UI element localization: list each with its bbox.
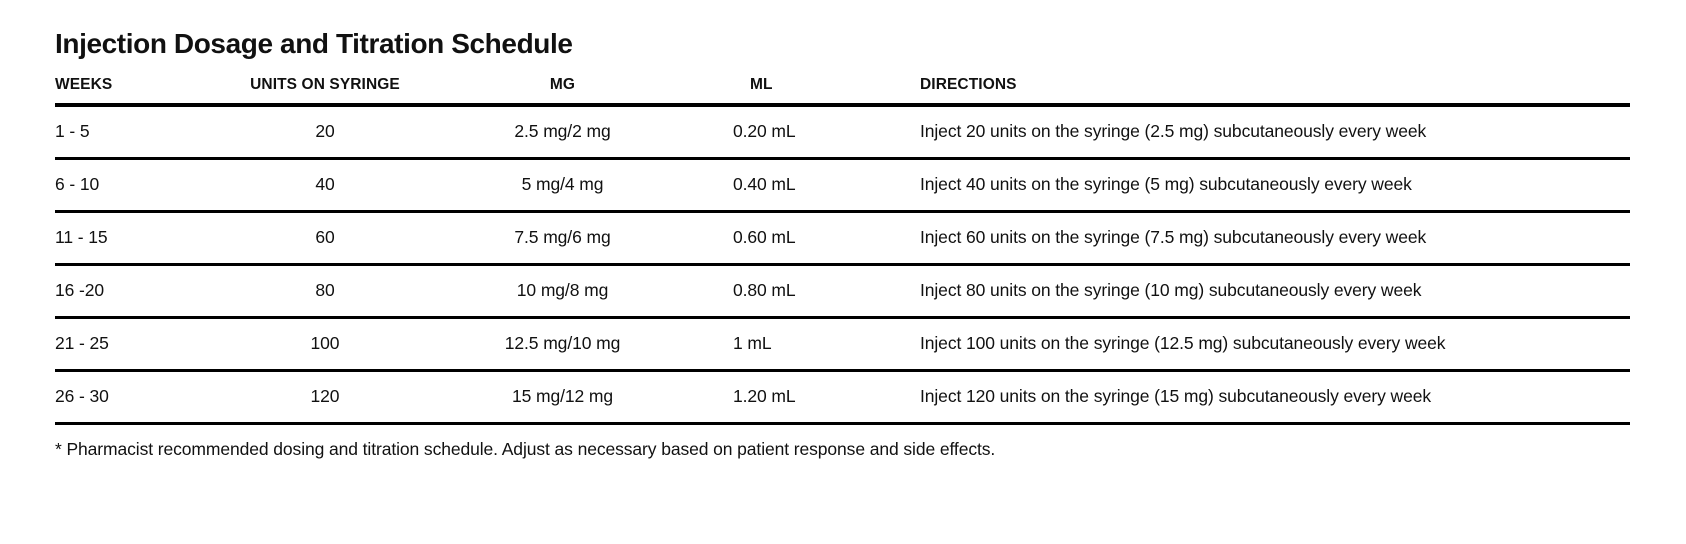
dosage-table: WEEKS UNITS ON SYRINGE MG ML DIRECTIONS … — [55, 74, 1630, 425]
cell-mg: 10 mg/8 mg — [430, 264, 695, 319]
cell-ml: 0.60 mL — [695, 211, 905, 266]
table-body: 1 - 5 20 2.5 mg/2 mg 0.20 mL Inject 20 u… — [55, 105, 1630, 425]
cell-units: 80 — [220, 264, 430, 319]
cell-mg: 5 mg/4 mg — [430, 158, 695, 213]
cell-ml: 0.40 mL — [695, 158, 905, 213]
table-row: 6 - 10 40 5 mg/4 mg 0.40 mL Inject 40 un… — [55, 158, 1630, 213]
table-header: WEEKS UNITS ON SYRINGE MG ML DIRECTIONS — [55, 74, 1630, 107]
header-row: WEEKS UNITS ON SYRINGE MG ML DIRECTIONS — [55, 74, 1630, 107]
column-header-units: UNITS ON SYRINGE — [220, 74, 430, 107]
page-title: Injection Dosage and Titration Schedule — [55, 28, 573, 59]
cell-weeks: 16 -20 — [55, 264, 220, 319]
cell-mg: 15 mg/12 mg — [430, 370, 695, 425]
cell-weeks: 26 - 30 — [55, 370, 220, 425]
cell-ml: 0.80 mL — [695, 264, 905, 319]
cell-weeks: 21 - 25 — [55, 317, 220, 372]
cell-weeks: 1 - 5 — [55, 105, 220, 160]
footnote: * Pharmacist recommended dosing and titr… — [55, 439, 996, 459]
cell-directions: Inject 100 units on the syringe (12.5 mg… — [905, 317, 1630, 372]
cell-ml: 1.20 mL — [695, 370, 905, 425]
cell-ml: 0.20 mL — [695, 105, 905, 160]
cell-directions: Inject 60 units on the syringe (7.5 mg) … — [905, 211, 1630, 266]
cell-weeks: 6 - 10 — [55, 158, 220, 213]
table-row: 21 - 25 100 12.5 mg/10 mg 1 mL Inject 10… — [55, 317, 1630, 372]
table-row: 1 - 5 20 2.5 mg/2 mg 0.20 mL Inject 20 u… — [55, 105, 1630, 160]
cell-directions: Inject 80 units on the syringe (10 mg) s… — [905, 264, 1630, 319]
cell-units: 100 — [220, 317, 430, 372]
cell-units: 120 — [220, 370, 430, 425]
cell-ml: 1 mL — [695, 317, 905, 372]
table-row: 11 - 15 60 7.5 mg/6 mg 0.60 mL Inject 60… — [55, 211, 1630, 266]
cell-units: 20 — [220, 105, 430, 160]
document-page: Injection Dosage and Titration Schedule … — [55, 28, 1630, 459]
cell-directions: Inject 120 units on the syringe (15 mg) … — [905, 370, 1630, 425]
table-row: 26 - 30 120 15 mg/12 mg 1.20 mL Inject 1… — [55, 370, 1630, 425]
cell-mg: 7.5 mg/6 mg — [430, 211, 695, 266]
cell-directions: Inject 20 units on the syringe (2.5 mg) … — [905, 105, 1630, 160]
cell-mg: 12.5 mg/10 mg — [430, 317, 695, 372]
table-row: 16 -20 80 10 mg/8 mg 0.80 mL Inject 80 u… — [55, 264, 1630, 319]
column-header-ml: ML — [695, 74, 905, 107]
column-header-mg: MG — [430, 74, 695, 107]
column-header-weeks: WEEKS — [55, 74, 220, 107]
cell-mg: 2.5 mg/2 mg — [430, 105, 695, 160]
column-header-directions: DIRECTIONS — [905, 74, 1630, 107]
cell-units: 40 — [220, 158, 430, 213]
cell-directions: Inject 40 units on the syringe (5 mg) su… — [905, 158, 1630, 213]
cell-units: 60 — [220, 211, 430, 266]
cell-weeks: 11 - 15 — [55, 211, 220, 266]
